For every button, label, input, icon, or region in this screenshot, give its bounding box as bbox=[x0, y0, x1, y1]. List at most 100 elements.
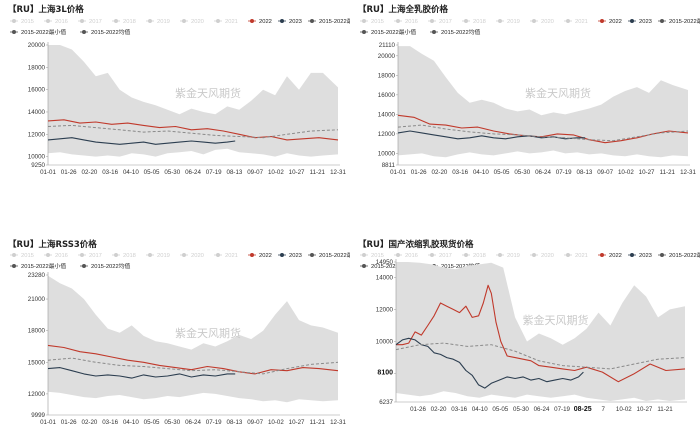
chart-panel-4: 【RU】国产浓缩乳胶现货价格 2015 2016 2017 2018 2019 2020 2… bbox=[350, 235, 700, 430]
legend-marker bbox=[464, 253, 468, 257]
y-tick-label: 9250 bbox=[31, 162, 45, 169]
watermark-text: 紫金天风期货 bbox=[523, 313, 589, 327]
legend-label: 2019 bbox=[507, 253, 520, 259]
chart-svg: 2015 2016 2017 2018 2019 2020 2021 2022 2023 2015… bbox=[10, 17, 350, 176]
legend-label: 2020 bbox=[191, 253, 204, 259]
legend-marker bbox=[114, 19, 118, 23]
x-tick-label: 10-27 bbox=[637, 406, 653, 413]
legend-marker bbox=[532, 19, 536, 23]
legend-marker bbox=[250, 253, 254, 257]
legend-marker bbox=[12, 264, 16, 268]
legend-label: 2019 bbox=[157, 19, 170, 25]
series-line bbox=[47, 367, 236, 379]
chart-panel-3: 【RU】上海RSS3价格 2015 2016 2017 2018 2019 2020 202… bbox=[0, 235, 350, 430]
legend-marker bbox=[80, 253, 84, 257]
x-tick-label: 09-07 bbox=[247, 419, 263, 426]
legend-marker bbox=[432, 30, 436, 34]
legend-marker bbox=[148, 253, 152, 257]
y-tick-label: 20000 bbox=[28, 42, 46, 49]
legend-label: 2015 bbox=[371, 253, 384, 259]
x-tick-label: 06-24 bbox=[185, 419, 201, 426]
legend-label: 2016 bbox=[55, 19, 68, 25]
legend-marker bbox=[396, 19, 400, 23]
legend-marker bbox=[430, 19, 434, 23]
range-band bbox=[48, 45, 338, 157]
legend-label: 2022 bbox=[259, 253, 272, 259]
chart-panel-2: 【RU】上海全乳胶价格 2015 2016 2017 2018 2019 2020 2021… bbox=[350, 0, 700, 180]
y-tick-label: 10000 bbox=[376, 339, 394, 346]
x-tick-label: 11-21 bbox=[660, 169, 676, 176]
y-tick-label: 12000 bbox=[378, 131, 396, 138]
legend-label: 2020 bbox=[541, 19, 554, 25]
legend-marker bbox=[362, 19, 366, 23]
x-tick-label: 09-07 bbox=[597, 169, 613, 176]
x-tick-label: 10-27 bbox=[289, 419, 305, 426]
legend-marker bbox=[46, 19, 50, 23]
legend-marker bbox=[182, 19, 186, 23]
legend-label: 2021 bbox=[575, 253, 588, 259]
legend-marker bbox=[280, 19, 284, 23]
series-line bbox=[47, 124, 339, 139]
y-tick-label: 12000 bbox=[376, 306, 394, 313]
legend-label: 2016 bbox=[405, 253, 418, 259]
legend-marker bbox=[532, 253, 536, 257]
legend-marker bbox=[498, 253, 502, 257]
legend-label: 2023 bbox=[289, 253, 302, 259]
x-tick-label: 7 bbox=[602, 406, 606, 413]
legend-label: 2017 bbox=[439, 253, 452, 259]
legend-marker bbox=[216, 253, 220, 257]
x-tick-label: 12-31 bbox=[680, 169, 696, 176]
x-highlight-bg bbox=[570, 405, 595, 414]
x-tick-label: 04-10 bbox=[472, 406, 488, 413]
series-line bbox=[47, 137, 236, 145]
x-tick-label: 01-26 bbox=[411, 169, 427, 176]
series-line bbox=[397, 124, 689, 142]
y-highlight-label: 8100 bbox=[377, 370, 393, 377]
x-tick-label: 01-26 bbox=[410, 406, 426, 413]
x-tick-label: 03-16 bbox=[102, 419, 118, 426]
x-tick-label: 08-13 bbox=[577, 169, 593, 176]
chart-svg: 2015 2016 2017 2018 2019 2020 2021 2022 2023 2015… bbox=[10, 251, 350, 426]
x-tick-label: 05-30 bbox=[513, 406, 529, 413]
chart-title: 【RU】国产浓缩乳胶现货价格 bbox=[358, 240, 474, 250]
y-tick-label: 12000 bbox=[28, 131, 46, 138]
x-tick-label: 07-19 bbox=[206, 419, 222, 426]
x-tick-label: 11-21 bbox=[310, 169, 326, 176]
legend-marker bbox=[396, 253, 400, 257]
x-tick-label: 10-27 bbox=[289, 169, 305, 176]
x-tick-label: 11-21 bbox=[657, 406, 673, 413]
legend-marker bbox=[600, 19, 604, 23]
legend-marker bbox=[148, 19, 152, 23]
legend-label: 2023 bbox=[639, 253, 652, 259]
legend-marker bbox=[430, 253, 434, 257]
legend-label: 2015 bbox=[371, 19, 384, 25]
legend-label: 2021 bbox=[575, 19, 588, 25]
chart-title: 【RU】上海RSS3价格 bbox=[8, 240, 97, 250]
legend-marker bbox=[12, 19, 16, 23]
x-tick-label: 05-05 bbox=[144, 169, 160, 176]
x-tick-label: 05-30 bbox=[164, 169, 180, 176]
y-tick-label: 16000 bbox=[378, 92, 396, 99]
x-tick-label: 07-19 bbox=[556, 169, 572, 176]
y-tick-label: 10000 bbox=[28, 154, 46, 161]
series-line bbox=[47, 119, 339, 141]
x-tick-label: 03-16 bbox=[452, 169, 468, 176]
series-line bbox=[395, 337, 584, 389]
legend-label: 2015-2022均值 bbox=[441, 28, 481, 36]
legend-marker bbox=[12, 30, 16, 34]
x-tick-label: 05-05 bbox=[144, 419, 160, 426]
legend-marker bbox=[310, 253, 314, 257]
legend-marker bbox=[82, 264, 86, 268]
x-tick-label: 08-13 bbox=[227, 169, 243, 176]
x-tick-label: 02-20 bbox=[82, 419, 98, 426]
x-tick-label: 01-26 bbox=[61, 169, 77, 176]
legend-label: 2015-2022均值 bbox=[441, 262, 481, 270]
x-tick-label: 02-20 bbox=[82, 169, 98, 176]
legend-label: 2020 bbox=[541, 253, 554, 259]
legend-label: 2017 bbox=[439, 19, 452, 25]
legend-label: 2019 bbox=[507, 19, 520, 25]
x-tick-label: 04-10 bbox=[123, 169, 139, 176]
x-tick-label: 04-10 bbox=[123, 419, 139, 426]
x-tick-label: 02-20 bbox=[431, 406, 447, 413]
y-tick-label: 15000 bbox=[28, 359, 46, 366]
